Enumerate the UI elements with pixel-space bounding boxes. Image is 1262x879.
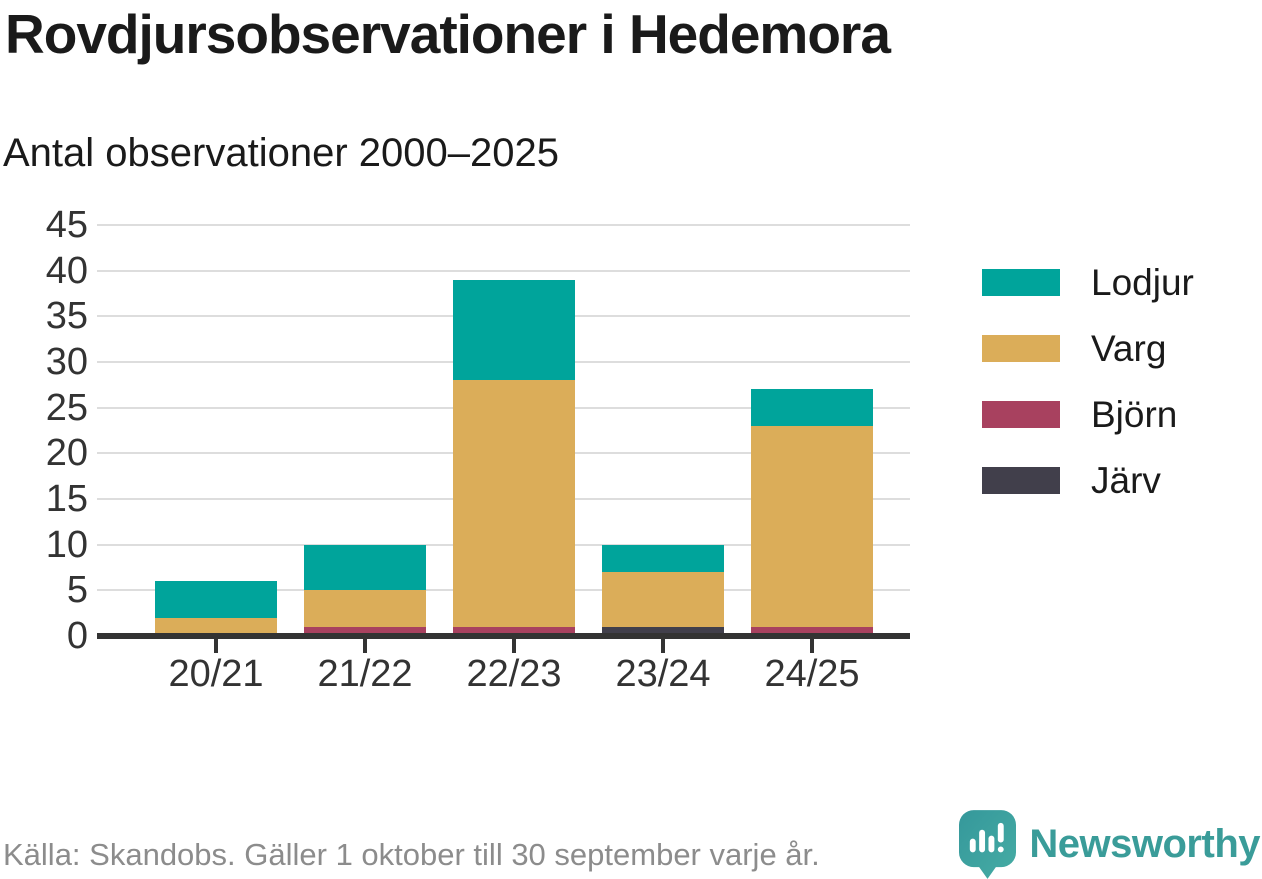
bar-segment-lodjur (452, 279, 575, 381)
bar-segment-lodjur (154, 581, 277, 618)
bar-segment-varg (750, 425, 873, 627)
x-tick-label: 23/24 (615, 653, 711, 695)
chart-subtitle: Antal observationer 2000–2025 (3, 131, 559, 175)
legend-item-jarv: Järv (982, 462, 1194, 499)
y-tick-label: 35 (45, 295, 88, 338)
gridline-40 (97, 269, 910, 272)
legend-label: Björn (1091, 394, 1178, 435)
x-tick-label: 24/25 (764, 653, 860, 695)
legend-swatch-bjorn (982, 401, 1060, 428)
y-tick-label: 20 (45, 432, 88, 475)
bar-segment-varg (452, 380, 575, 627)
x-tick-label: 20/21 (168, 653, 264, 695)
newsworthy-logo: Newsworthy (959, 810, 1260, 879)
x-tick-2324 (660, 639, 665, 653)
x-tick-label: 22/23 (466, 653, 562, 695)
newsworthy-bubble-icon (959, 810, 1017, 879)
x-tick-2021 (213, 639, 218, 653)
legend-item-bjorn: Björn (982, 396, 1194, 433)
x-tick-2425 (809, 639, 814, 653)
y-tick-label: 15 (45, 478, 88, 521)
newsworthy-wordmark: Newsworthy (1029, 822, 1260, 866)
y-tick-label: 40 (45, 249, 88, 292)
y-axis-labels: 0 5 10 15 20 25 30 35 40 45 (0, 206, 88, 655)
legend-label: Varg (1091, 328, 1167, 369)
source-note: Källa: Skandobs. Gäller 1 oktober till 3… (3, 837, 820, 872)
bar-segment-lodjur (303, 544, 426, 591)
bar-segment-varg (154, 617, 277, 636)
y-tick-label: 45 (45, 204, 88, 246)
legend-swatch-lodjur (982, 269, 1060, 296)
gridline-45 (97, 224, 910, 226)
x-axis-line (97, 633, 910, 639)
y-tick-label: 25 (45, 386, 88, 429)
legend: Lodjur Varg Björn Järv (982, 264, 1194, 528)
x-axis-labels: 20/21 21/22 22/23 23/24 24/25 (115, 655, 910, 701)
legend-label: Järv (1091, 460, 1161, 501)
chart-title: Rovdjursobservationer i Hedemora (5, 3, 891, 65)
bar-segment-varg (601, 572, 724, 627)
bar-segment-jarv (601, 626, 724, 636)
x-tick-label: 21/22 (317, 653, 413, 695)
bar-segment-lodjur (601, 544, 724, 573)
bar-segment-lodjur (750, 389, 873, 426)
bar-segment-varg (303, 590, 426, 627)
y-tick-label: 30 (45, 341, 88, 384)
bar-segment-bjorn (303, 626, 426, 636)
legend-label: Lodjur (1091, 262, 1194, 303)
x-tick-2122 (362, 639, 367, 653)
legend-swatch-varg (982, 335, 1060, 362)
y-tick-label: 10 (45, 523, 88, 566)
legend-swatch-jarv (982, 467, 1060, 494)
legend-item-lodjur: Lodjur (982, 264, 1194, 301)
bar-segment-bjorn (750, 626, 873, 636)
y-tick-label: 0 (66, 615, 88, 657)
plot-area (97, 224, 910, 653)
x-tick-2223 (511, 639, 516, 653)
bar-segment-bjorn (452, 626, 575, 636)
legend-item-varg: Varg (982, 330, 1194, 367)
y-tick-label: 5 (66, 569, 88, 612)
